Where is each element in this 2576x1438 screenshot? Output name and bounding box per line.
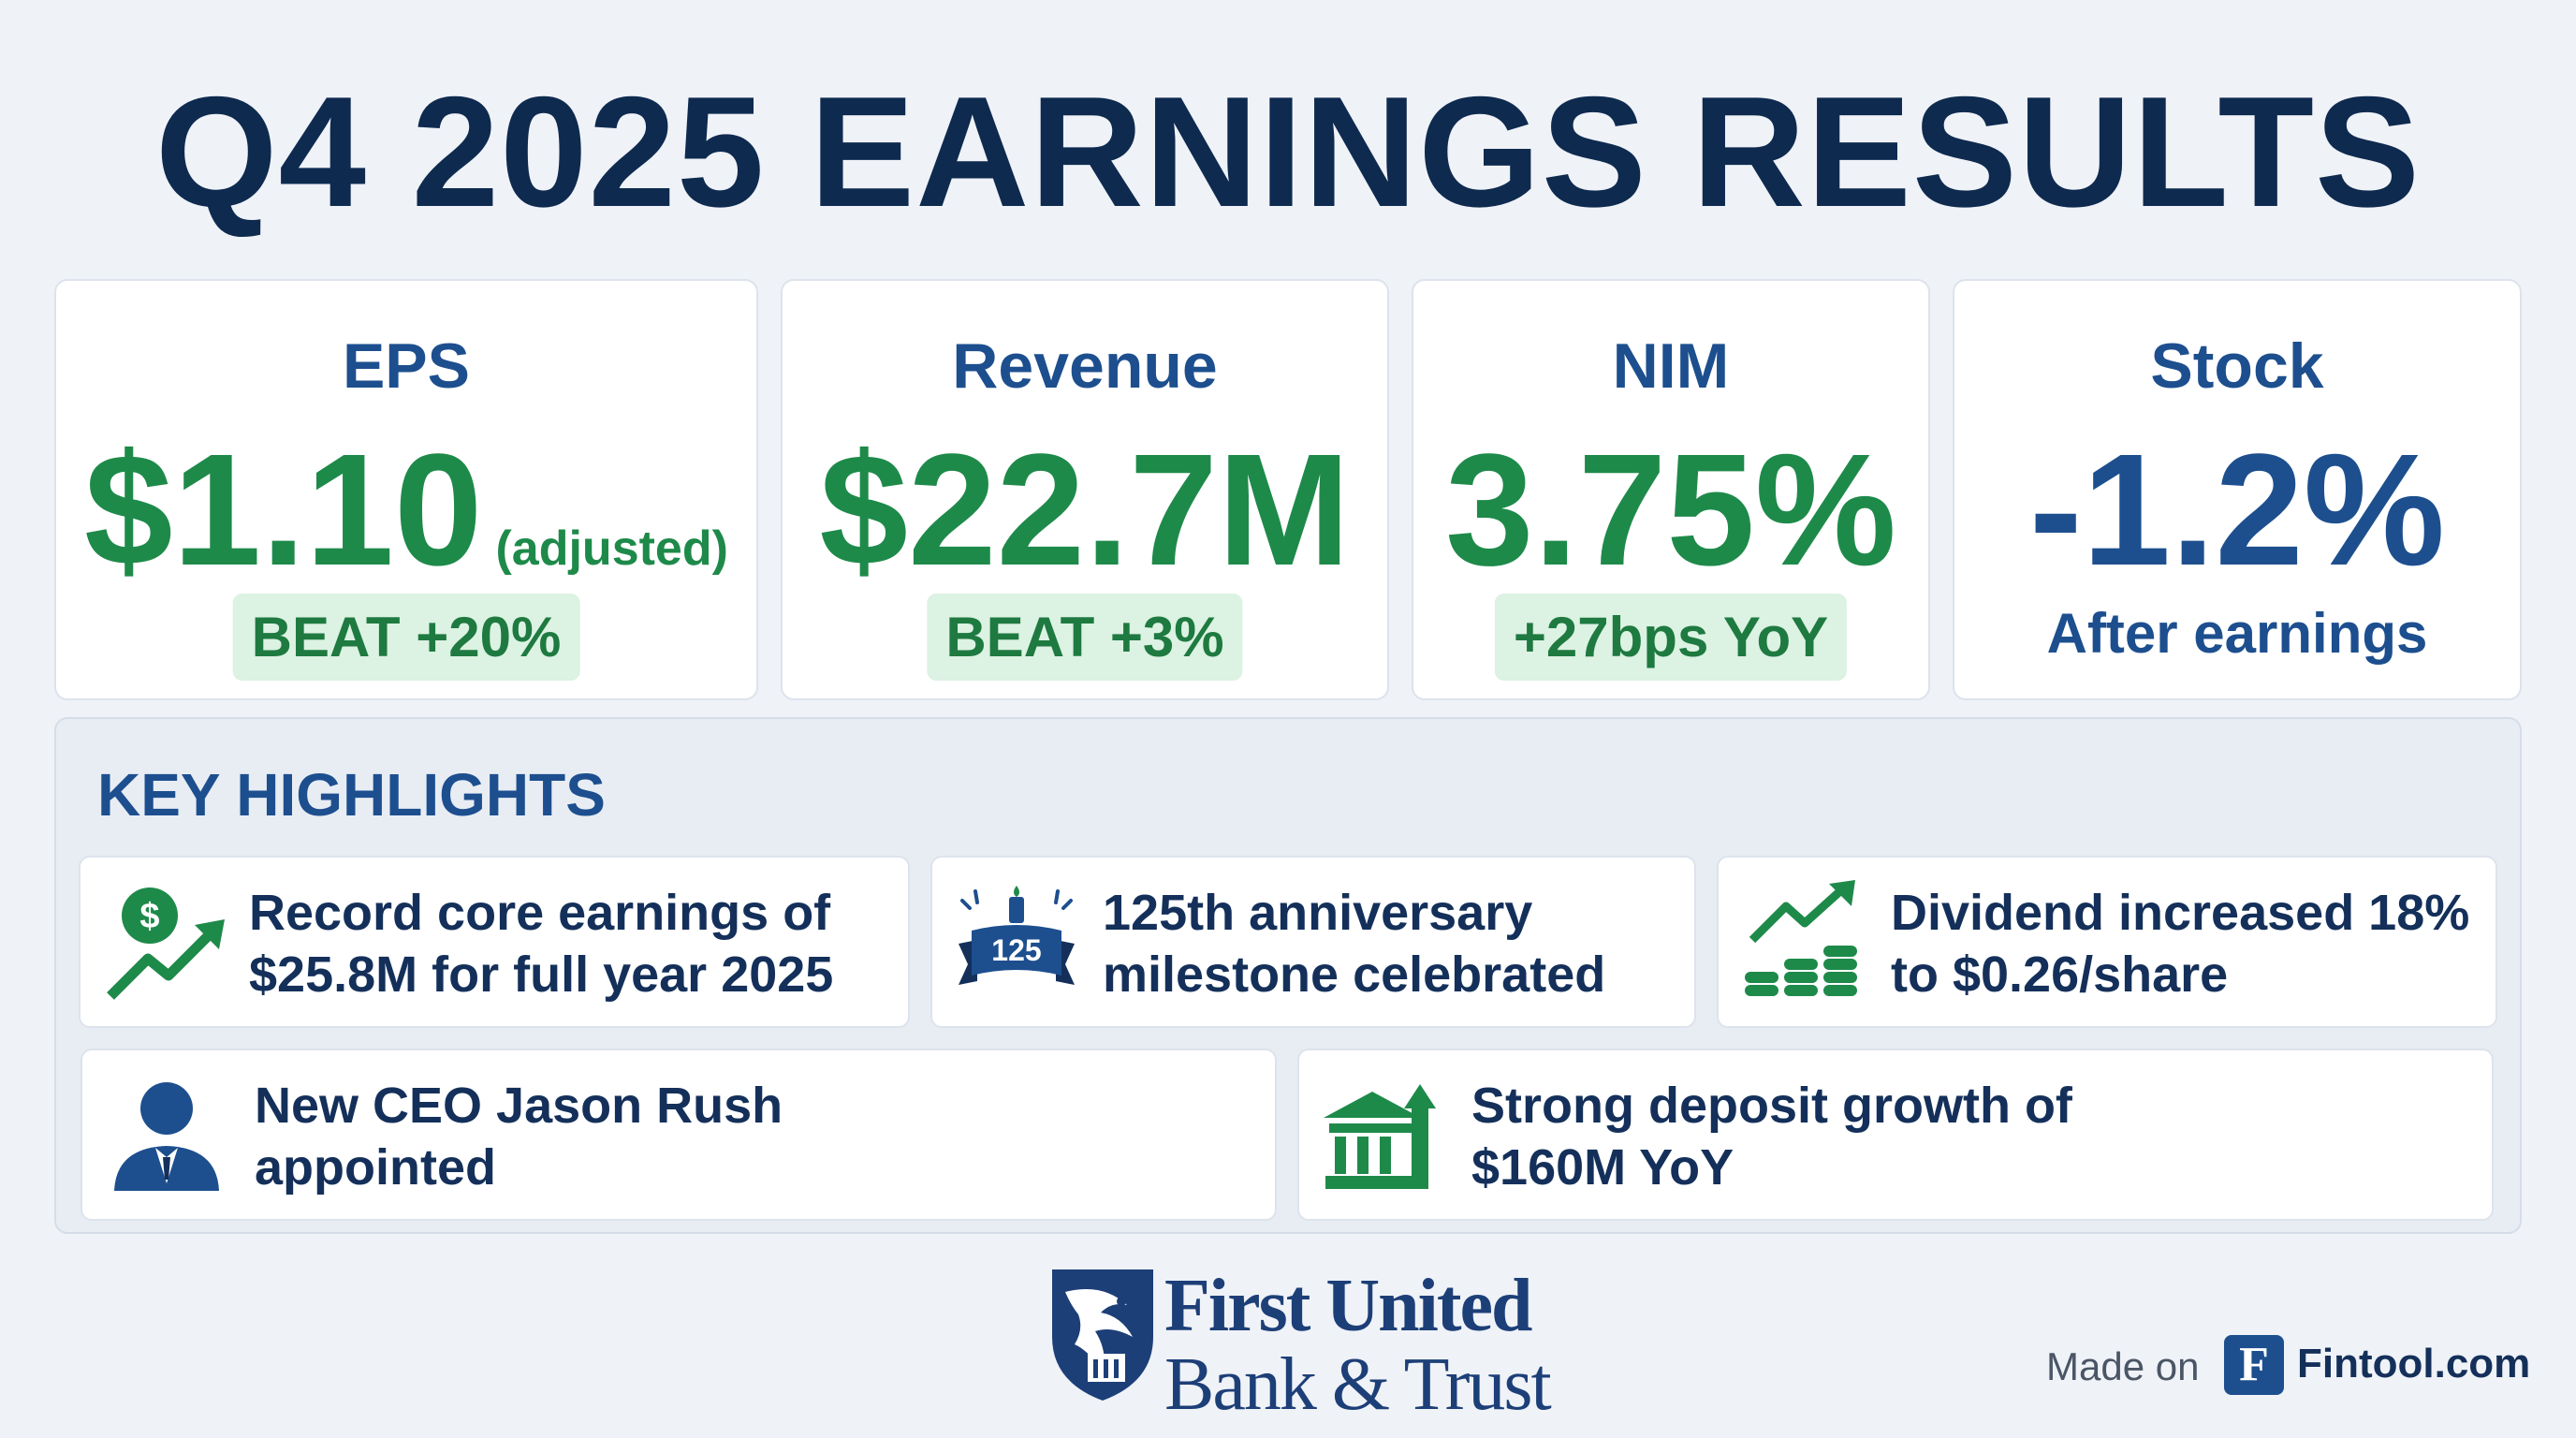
stock-note: After earnings [2046, 602, 2428, 665]
revenue-label: Revenue [952, 330, 1218, 402]
stock-label: Stock [2150, 330, 2324, 402]
highlight-text: New CEO Jason Rush appointed [255, 1075, 783, 1198]
brand-name-line1: First United [1164, 1265, 1533, 1347]
page-title: Q4 2025 EARNINGS RESULTS [154, 64, 2422, 240]
coins-growth-icon [1745, 880, 1857, 996]
eps-value-row: $1.10 (adjusted) [56, 421, 756, 638]
nim-badge: +27bps YoY [1494, 594, 1848, 681]
anniversary-banner-icon: 125 [959, 886, 1075, 985]
highlight-line: $160M YoY [1471, 1139, 1734, 1196]
eps-value: $1.10 [84, 421, 483, 599]
fintool-logo-icon[interactable]: F [2224, 1335, 2284, 1395]
highlight-line: Record core earnings of [249, 885, 831, 941]
svg-text:$: $ [139, 897, 159, 936]
highlight-line: appointed [255, 1139, 496, 1196]
made-on-label: Made on [2046, 1344, 2200, 1388]
revenue-badge: BEAT +3% [927, 594, 1243, 681]
highlights-title: KEY HIGHLIGHTS [97, 761, 606, 829]
person-icon [114, 1082, 219, 1191]
bank-growth-icon [1324, 1084, 1436, 1189]
highlight-line: Strong deposit growth of [1471, 1078, 2072, 1134]
highlight-core-earnings: $ Record core earnings of $25.8M for ful… [79, 856, 910, 1028]
highlight-dividend: Dividend increased 18% to $0.26/share [1717, 856, 2497, 1028]
eps-label: EPS [342, 330, 471, 402]
brand-name-line2: Bank & Trust [1164, 1343, 1552, 1426]
eps-badge: BEAT +20% [232, 594, 580, 681]
revenue-card: Revenue $22.7M BEAT +3% [781, 279, 1389, 700]
highlight-deposit-growth: Strong deposit growth of $160M YoY [1297, 1049, 2494, 1221]
highlight-text: Record core earnings of $25.8M for full … [249, 882, 833, 1005]
nim-card: NIM 3.75% +27bps YoY [1412, 279, 1930, 700]
dollar-growth-icon: $ [107, 888, 225, 1000]
stock-value: -1.2% [2028, 421, 2446, 599]
eps-card: EPS $1.10 (adjusted) BEAT +20% [54, 279, 758, 700]
anniversary-icon-text: 125 [991, 933, 1041, 967]
highlight-line: 125th anniversary [1103, 885, 1533, 941]
highlight-text: Dividend increased 18% to $0.26/share [1891, 882, 2469, 1005]
highlight-text: 125th anniversary milestone celebrated [1103, 882, 1605, 1005]
nim-label: NIM [1612, 330, 1730, 402]
highlight-anniversary: 125 125th anniversary milestone celebrat… [930, 856, 1696, 1028]
highlight-new-ceo: New CEO Jason Rush appointed [80, 1049, 1277, 1221]
eps-suffix: (adjusted) [495, 521, 728, 576]
nim-value: 3.75% [1444, 421, 1897, 599]
highlight-line: New CEO Jason Rush [255, 1078, 783, 1134]
eagle-shield-logo [1052, 1269, 1153, 1401]
highlight-line: milestone celebrated [1103, 946, 1606, 1003]
fintool-link[interactable]: Fintool.com [2297, 1341, 2531, 1387]
highlight-line: to $0.26/share [1891, 946, 2229, 1003]
stock-card: Stock -1.2% After earnings [1953, 279, 2522, 700]
revenue-value: $22.7M [819, 421, 1351, 599]
highlight-line: Dividend increased 18% [1891, 885, 2470, 941]
highlight-text: Strong deposit growth of $160M YoY [1471, 1075, 2072, 1198]
highlight-line: $25.8M for full year 2025 [249, 946, 834, 1003]
